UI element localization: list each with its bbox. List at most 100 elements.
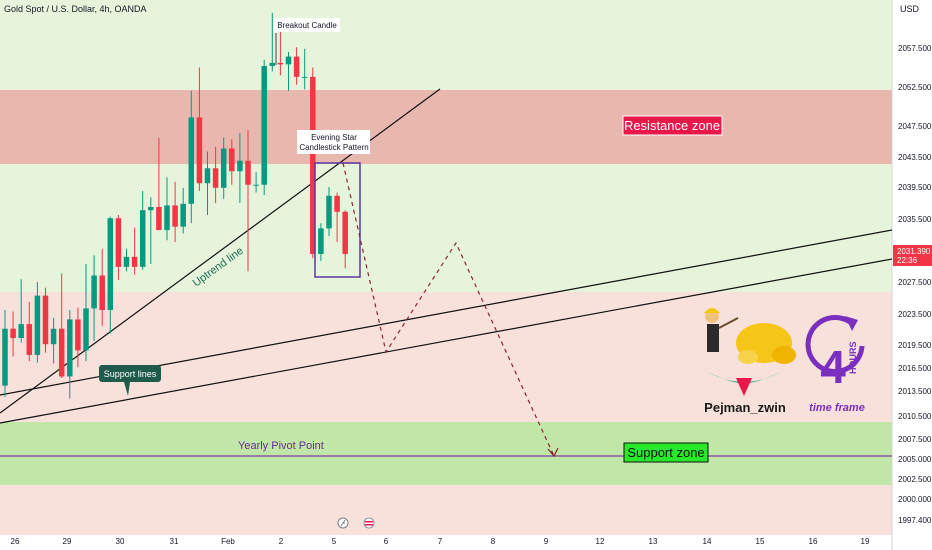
support-zone (0, 422, 892, 485)
yearly-pivot-label: Yearly Pivot Point (238, 440, 324, 452)
candle-bearish[interactable] (310, 76, 316, 254)
candle-countdown: 22:36 (897, 256, 918, 265)
time-tick-label: 16 (809, 537, 818, 546)
candle-bullish[interactable] (253, 184, 259, 186)
us-flag-event-icon[interactable] (363, 517, 375, 529)
candle-bullish[interactable] (2, 328, 8, 386)
price-tick-label: 2023.500 (898, 310, 932, 319)
symbol-title[interactable]: Gold Spot / U.S. Dollar, 4h, OANDA (4, 4, 147, 14)
candle-bullish[interactable] (188, 117, 195, 204)
author-name: Pejman_zwin (704, 400, 786, 415)
candle-bearish[interactable] (42, 295, 49, 345)
breakout-candle-label: Breakout Candle (277, 21, 337, 30)
candle-bearish[interactable] (58, 328, 65, 377)
resistance-zone (0, 90, 892, 164)
candle-bearish[interactable] (277, 62, 284, 65)
candle-bullish[interactable] (148, 207, 154, 211)
candle-bullish[interactable] (34, 295, 41, 355)
candle-bullish[interactable] (326, 195, 332, 229)
time-tick-label: 13 (649, 537, 658, 546)
price-axis-strip (892, 0, 932, 550)
candle-bearish[interactable] (212, 168, 219, 188)
candles-group (2, 12, 348, 399)
time-tick-label: Feb (221, 537, 235, 546)
timeframe-caption: time frame (809, 402, 865, 414)
price-tick-label: 2005.000 (898, 455, 932, 464)
time-axis-ticks: 26 29 30 31 Feb 2 5 6 7 8 9 12 13 14 15 16 19 (11, 537, 870, 546)
time-tick-label: 7 (438, 537, 443, 546)
candle-bearish[interactable] (131, 256, 138, 267)
candle-bullish[interactable] (180, 203, 186, 227)
candle-bearish[interactable] (196, 117, 203, 184)
price-tick-label: 2035.500 (898, 215, 932, 224)
time-tick-label: 26 (11, 537, 20, 546)
evening-star-label-2: Candlestick Pattern (299, 143, 368, 152)
candle-bullish[interactable] (285, 56, 292, 65)
evening-star-callout-bg (297, 130, 370, 154)
candle-bullish[interactable] (237, 160, 243, 172)
price-tick-label: 2039.500 (898, 183, 932, 192)
bg-band-top (0, 0, 892, 90)
candle-bullish[interactable] (301, 76, 308, 78)
support-lines-pointer (124, 382, 130, 396)
candle-bearish[interactable] (229, 148, 235, 172)
support-zone-label: Support zone (627, 445, 704, 460)
candle-bearish[interactable] (293, 56, 300, 77)
miner-body-icon (707, 324, 719, 352)
time-tick-label: 12 (596, 537, 605, 546)
earnings-event-icon[interactable] (337, 517, 349, 529)
resistance-zone-tag (622, 115, 723, 136)
timeframe-number: 4 (820, 341, 846, 393)
candle-bearish[interactable] (334, 195, 340, 212)
candle-bullish[interactable] (83, 308, 89, 351)
time-tick-label: 5 (332, 537, 337, 546)
four-hours-badge: 4 HOURS time frame (805, 315, 865, 414)
candle-bullish[interactable] (107, 218, 114, 310)
time-tick-label: 9 (544, 537, 549, 546)
evening-star-label-1: Evening Star (311, 133, 357, 142)
candle-bullish[interactable] (123, 256, 130, 267)
time-tick-label: 2 (279, 537, 284, 546)
currency-label: USD (900, 4, 920, 14)
candle-bullish[interactable] (18, 324, 24, 339)
price-tick-label: 2000.000 (898, 495, 932, 504)
candle-bullish[interactable] (318, 228, 324, 254)
pickaxe-icon (718, 317, 739, 329)
support-lines-label: Support lines (104, 369, 157, 379)
candle-bullish[interactable] (220, 148, 227, 188)
price-tick-label: 2013.500 (898, 387, 932, 396)
candle-bullish[interactable] (204, 168, 211, 184)
support-line-lower[interactable] (0, 258, 893, 424)
timeframe-hours: HOURS (848, 341, 858, 374)
price-tick-label: 1997.400 (898, 516, 932, 525)
time-tick-label: 6 (384, 537, 389, 546)
candle-bullish[interactable] (91, 275, 97, 309)
candle-bearish[interactable] (115, 218, 122, 267)
candle-bearish[interactable] (26, 324, 33, 355)
candle-bullish[interactable] (67, 319, 73, 377)
candle-bearish[interactable] (99, 275, 105, 310)
candle-bearish[interactable] (156, 207, 162, 231)
candle-bullish[interactable] (261, 65, 267, 185)
candle-bearish[interactable] (10, 328, 16, 339)
candle-bearish[interactable] (172, 205, 178, 227)
price-tick-label: 2043.500 (898, 153, 932, 162)
projection-path (342, 162, 555, 457)
candle-bullish[interactable] (139, 210, 146, 267)
price-tick-label: 2016.500 (898, 364, 932, 373)
price-tick-label: 2047.500 (898, 122, 932, 131)
evening-star-box[interactable] (314, 162, 361, 278)
price-tick-label: 2027.500 (898, 278, 932, 287)
candle-bearish[interactable] (75, 319, 81, 351)
price-tick-label: 2052.500 (898, 83, 932, 92)
x-axis-strip (0, 535, 892, 550)
candle-bearish[interactable] (245, 160, 251, 185)
price-tick-label: 2019.500 (898, 341, 932, 350)
price-tick-label: 2010.500 (898, 412, 932, 421)
candle-bullish[interactable] (164, 205, 170, 231)
candle-bullish[interactable] (269, 62, 276, 66)
breakout-callout-bg (274, 18, 340, 32)
candle-bearish[interactable] (342, 211, 348, 254)
candle-bullish[interactable] (50, 328, 57, 345)
